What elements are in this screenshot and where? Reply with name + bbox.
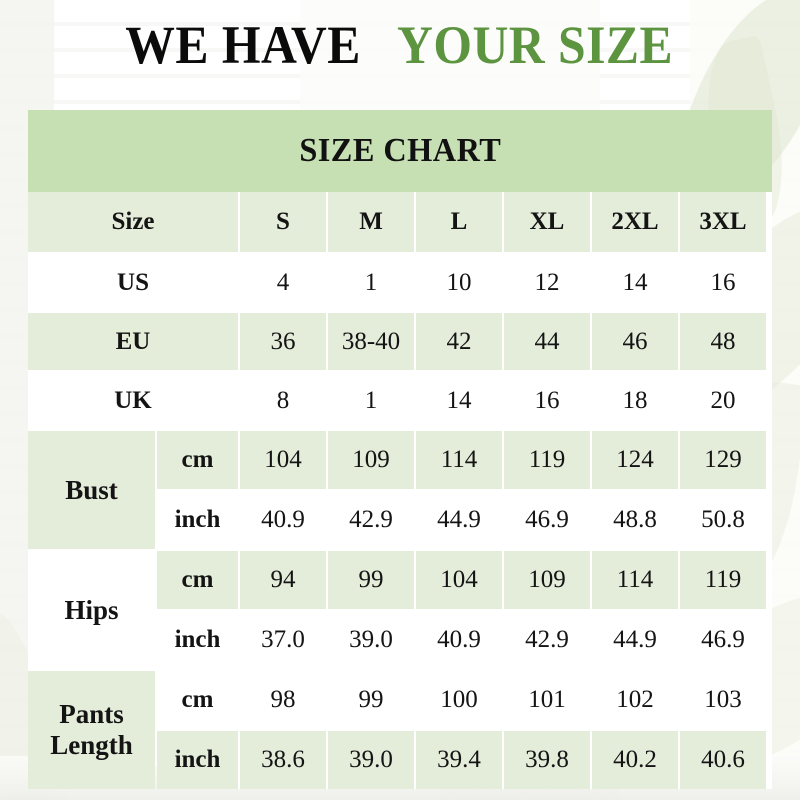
measurement-rows: cm 94 99 104 109 114 119 inch 37.0 39.0 40.9 42.9 44… xyxy=(157,551,772,669)
column-header-2xl: 2XL xyxy=(592,192,678,252)
table-row: EU 36 38-40 42 44 46 48 xyxy=(28,313,772,372)
table-row: UK 8 1 14 16 18 20 xyxy=(28,372,772,431)
cell-measurement: 44.9 xyxy=(416,491,502,549)
unit-label-inch: inch xyxy=(157,491,238,549)
cell-uk: 20 xyxy=(680,372,766,429)
column-header-xl: XL xyxy=(504,192,590,252)
cell-measurement: 119 xyxy=(504,431,590,489)
title-part-black: WE HAVE xyxy=(125,15,361,75)
cell-measurement: 98 xyxy=(240,671,326,729)
cell-uk: 8 xyxy=(240,372,326,429)
cell-measurement: 48.8 xyxy=(592,491,678,549)
cell-us: 16 xyxy=(680,254,766,311)
cell-measurement: 104 xyxy=(416,551,502,609)
cell-measurement: 39.0 xyxy=(328,611,414,669)
cell-us: 12 xyxy=(504,254,590,311)
cell-measurement: 114 xyxy=(592,551,678,609)
table-row: inch 38.6 39.0 39.4 39.8 40.2 40.6 xyxy=(157,731,772,789)
row-label-us: US xyxy=(28,254,238,311)
table-row: US 4 1 10 12 14 16 xyxy=(28,254,772,313)
table-row: inch 37.0 39.0 40.9 42.9 44.9 46.9 xyxy=(157,611,772,669)
size-chart-body: Size S M L XL 2XL 3XL US 4 1 10 12 14 16 EU 36 38-40 42 44… xyxy=(28,192,772,791)
cell-measurement: 39.8 xyxy=(504,731,590,789)
measurement-block: Pants Length cm 98 99 100 101 102 103 inch 38.6 39… xyxy=(28,671,772,791)
column-header-size: Size xyxy=(28,192,238,252)
cell-eu: 38-40 xyxy=(328,313,414,370)
cell-eu: 46 xyxy=(592,313,678,370)
cell-us: 4 xyxy=(240,254,326,311)
cell-measurement: 40.9 xyxy=(240,491,326,549)
unit-label-cm: cm xyxy=(157,671,238,729)
cell-measurement: 46.9 xyxy=(504,491,590,549)
cell-measurement: 39.0 xyxy=(328,731,414,789)
table-row: cm 104 109 114 119 124 129 xyxy=(157,431,772,489)
cell-measurement: 42.9 xyxy=(504,611,590,669)
cell-measurement: 99 xyxy=(328,671,414,729)
unit-label-cm: cm xyxy=(157,431,238,489)
cell-measurement: 94 xyxy=(240,551,326,609)
cell-uk: 14 xyxy=(416,372,502,429)
cell-measurement: 99 xyxy=(328,551,414,609)
column-header-3xl: 3XL xyxy=(680,192,766,252)
size-chart-table: SIZE CHART Size S M L XL 2XL 3XL US 4 1 10 12 14 16 EU… xyxy=(28,110,772,789)
size-chart-header-label: SIZE CHART xyxy=(299,132,501,169)
column-header-m: M xyxy=(328,192,414,252)
cell-eu: 44 xyxy=(504,313,590,370)
page-title: WE HAVE YOUR SIZE xyxy=(0,16,800,74)
unit-label-inch: inch xyxy=(157,611,238,669)
column-header-s: S xyxy=(240,192,326,252)
cell-eu: 36 xyxy=(240,313,326,370)
measurement-label-pants-length: Pants Length xyxy=(28,671,155,789)
cell-us: 10 xyxy=(416,254,502,311)
table-row: cm 98 99 100 101 102 103 xyxy=(157,671,772,729)
measurement-rows: cm 98 99 100 101 102 103 inch 38.6 39.0 39.4 39.8 40… xyxy=(157,671,772,789)
cell-measurement: 124 xyxy=(592,431,678,489)
cell-measurement: 114 xyxy=(416,431,502,489)
unit-label-inch: inch xyxy=(157,731,238,789)
column-header-l: L xyxy=(416,192,502,252)
measurement-block: Hips cm 94 99 104 109 114 119 inch 37.0 39.0 40.9 42… xyxy=(28,551,772,671)
cell-eu: 48 xyxy=(680,313,766,370)
unit-label-cm: cm xyxy=(157,551,238,609)
cell-eu: 42 xyxy=(416,313,502,370)
table-row: cm 94 99 104 109 114 119 xyxy=(157,551,772,609)
cell-measurement: 119 xyxy=(680,551,766,609)
cell-us: 1 xyxy=(328,254,414,311)
size-chart-header: SIZE CHART xyxy=(28,110,772,192)
cell-uk: 1 xyxy=(328,372,414,429)
cell-measurement: 102 xyxy=(592,671,678,729)
cell-measurement: 40.9 xyxy=(416,611,502,669)
cell-measurement: 109 xyxy=(504,551,590,609)
cell-measurement: 101 xyxy=(504,671,590,729)
cell-measurement: 37.0 xyxy=(240,611,326,669)
cell-measurement: 44.9 xyxy=(592,611,678,669)
measurement-block: Bust cm 104 109 114 119 124 129 inch 40.9 42.9 44.9… xyxy=(28,431,772,551)
cell-measurement: 104 xyxy=(240,431,326,489)
cell-measurement: 42.9 xyxy=(328,491,414,549)
measurement-rows: cm 104 109 114 119 124 129 inch 40.9 42.9 44.9 46.9… xyxy=(157,431,772,549)
table-row: inch 40.9 42.9 44.9 46.9 48.8 50.8 xyxy=(157,491,772,549)
measurement-label-hips: Hips xyxy=(28,551,155,669)
cell-measurement: 129 xyxy=(680,431,766,489)
cell-uk: 18 xyxy=(592,372,678,429)
title-part-green: YOUR SIZE xyxy=(397,15,674,75)
cell-measurement: 40.6 xyxy=(680,731,766,789)
cell-measurement: 40.2 xyxy=(592,731,678,789)
cell-measurement: 39.4 xyxy=(416,731,502,789)
table-header-row: Size S M L XL 2XL 3XL xyxy=(28,192,772,254)
cell-measurement: 50.8 xyxy=(680,491,766,549)
cell-us: 14 xyxy=(592,254,678,311)
row-label-uk: UK xyxy=(28,372,238,429)
cell-uk: 16 xyxy=(504,372,590,429)
measurement-label-bust: Bust xyxy=(28,431,155,549)
cell-measurement: 100 xyxy=(416,671,502,729)
cell-measurement: 38.6 xyxy=(240,731,326,789)
cell-measurement: 103 xyxy=(680,671,766,729)
row-label-eu: EU xyxy=(28,313,238,370)
cell-measurement: 109 xyxy=(328,431,414,489)
cell-measurement: 46.9 xyxy=(680,611,766,669)
